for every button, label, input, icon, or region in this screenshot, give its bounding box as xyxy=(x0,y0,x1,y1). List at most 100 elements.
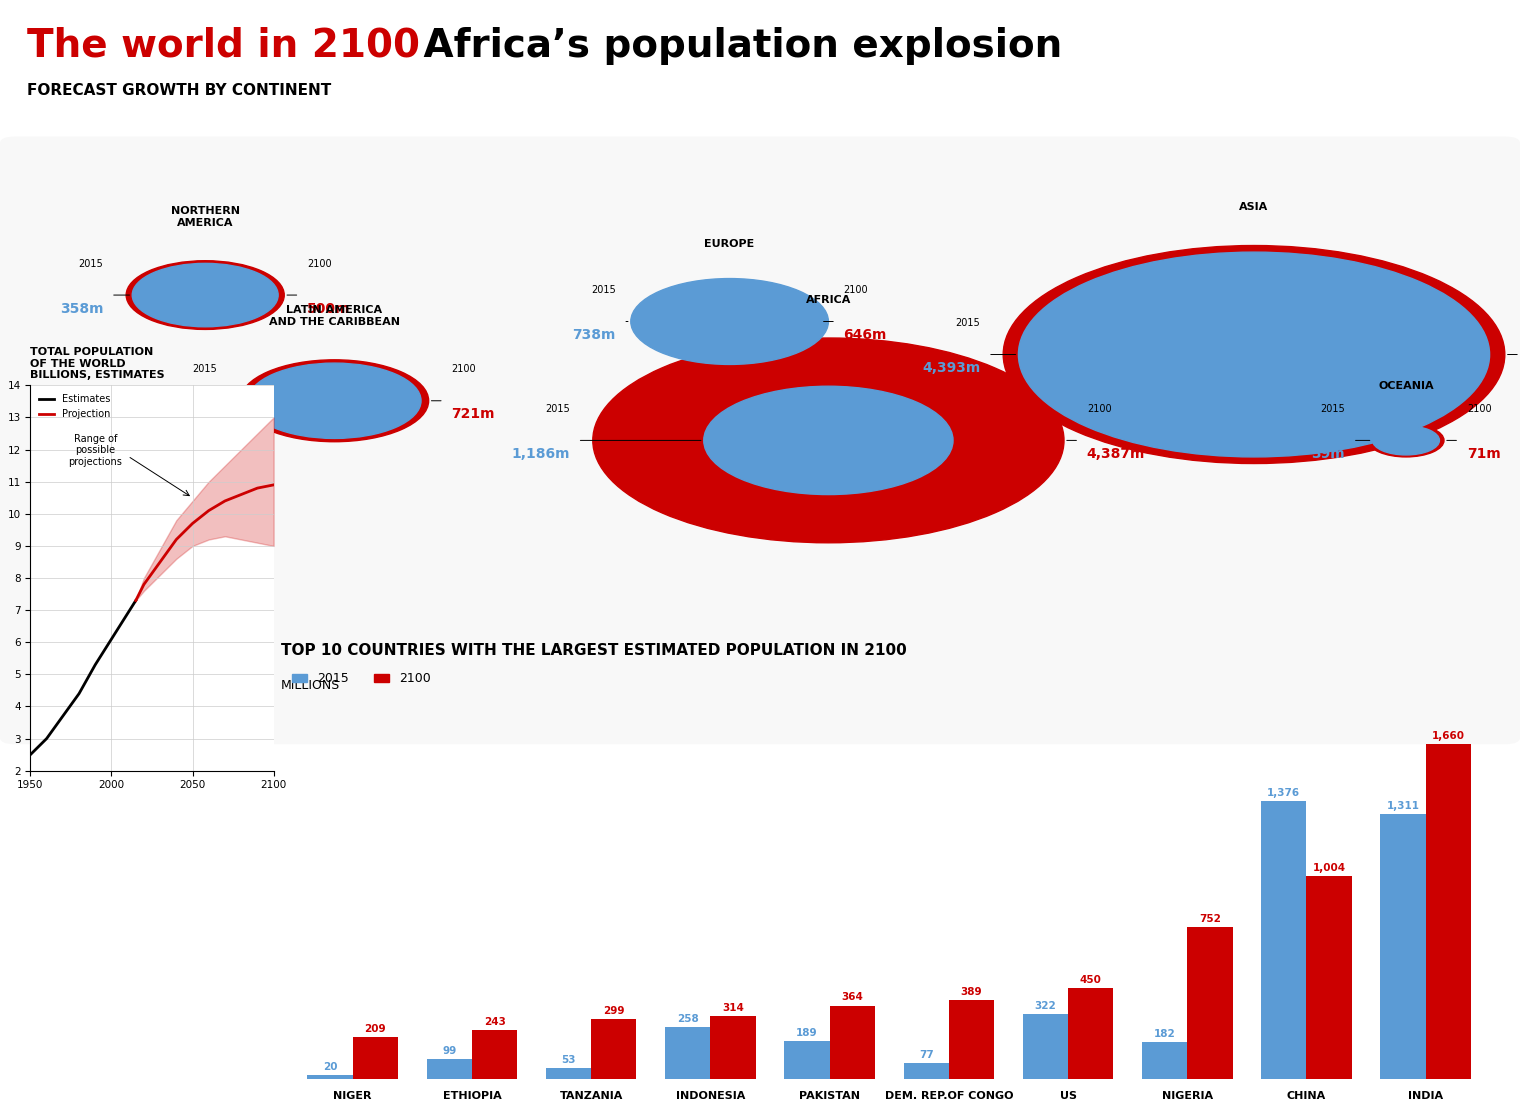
Text: 2015: 2015 xyxy=(1321,404,1345,414)
Text: OCEANIA: OCEANIA xyxy=(1379,381,1433,391)
Circle shape xyxy=(1018,252,1490,457)
Bar xyxy=(710,1015,755,1079)
Text: 1,186m: 1,186m xyxy=(512,447,570,461)
Text: 1,311: 1,311 xyxy=(1386,802,1420,811)
Circle shape xyxy=(248,363,421,438)
Text: 358m: 358m xyxy=(59,302,103,316)
Text: 2100: 2100 xyxy=(1467,404,1491,414)
Bar xyxy=(666,1027,710,1079)
Circle shape xyxy=(132,263,278,327)
Text: 1,004: 1,004 xyxy=(1313,863,1345,873)
Legend: Estimates, Projection: Estimates, Projection xyxy=(35,390,114,423)
Circle shape xyxy=(638,282,821,361)
Text: 4,393m: 4,393m xyxy=(923,361,980,375)
Bar xyxy=(948,1001,994,1079)
Text: Range of
possible
projections: Range of possible projections xyxy=(68,434,122,467)
Text: 299: 299 xyxy=(603,1005,625,1015)
Text: ETHIOPIA: ETHIOPIA xyxy=(442,1091,502,1101)
Text: 39m: 39m xyxy=(1312,447,1345,461)
Bar xyxy=(307,1075,353,1079)
Text: TANZANIA: TANZANIA xyxy=(559,1091,623,1101)
Text: DEM. REP.OF CONGO: DEM. REP.OF CONGO xyxy=(885,1091,1012,1101)
Text: 1,376: 1,376 xyxy=(1268,788,1301,798)
Text: 634m: 634m xyxy=(173,407,217,422)
Bar xyxy=(1262,802,1307,1079)
Text: 2015: 2015 xyxy=(591,285,616,295)
Text: 646m: 646m xyxy=(844,328,888,342)
Text: MILLIONS: MILLIONS xyxy=(281,679,340,693)
Bar xyxy=(471,1029,517,1079)
Text: NIGER: NIGER xyxy=(333,1091,372,1101)
Text: 389: 389 xyxy=(961,988,982,998)
Text: 71m: 71m xyxy=(1467,447,1500,461)
Legend: 2015, 2100: 2015, 2100 xyxy=(287,667,436,690)
Text: 450: 450 xyxy=(1079,975,1102,985)
Text: 2100: 2100 xyxy=(451,364,476,374)
Text: CHINA: CHINA xyxy=(1287,1091,1325,1101)
Text: 322: 322 xyxy=(1035,1001,1056,1011)
Text: 2100: 2100 xyxy=(307,259,331,269)
Bar xyxy=(784,1040,830,1079)
Circle shape xyxy=(1368,424,1444,457)
Text: PAKISTAN: PAKISTAN xyxy=(800,1091,860,1101)
Text: INDONESIA: INDONESIA xyxy=(676,1091,745,1101)
Text: NIGERIA: NIGERIA xyxy=(1161,1091,1213,1101)
Text: 209: 209 xyxy=(365,1024,386,1034)
Text: 364: 364 xyxy=(841,992,863,1003)
Text: 20: 20 xyxy=(322,1062,337,1072)
Text: LATIN AMERICA
AND THE CARIBBEAN: LATIN AMERICA AND THE CARIBBEAN xyxy=(269,305,400,327)
Circle shape xyxy=(126,261,284,329)
Bar xyxy=(1142,1043,1187,1079)
Text: 314: 314 xyxy=(722,1003,743,1013)
Text: 182: 182 xyxy=(1154,1029,1175,1039)
Bar xyxy=(1426,744,1471,1079)
Text: TOTAL POPULATION
OF THE WORLD
BILLIONS, ESTIMATES: TOTAL POPULATION OF THE WORLD BILLIONS, … xyxy=(30,347,166,381)
Text: 4,387m: 4,387m xyxy=(1087,447,1145,461)
Text: 738m: 738m xyxy=(572,328,616,342)
Circle shape xyxy=(593,338,1064,543)
Text: The world in 2100: The world in 2100 xyxy=(27,28,421,65)
Bar xyxy=(546,1068,591,1079)
Text: TOP 10 COUNTRIES WITH THE LARGEST ESTIMATED POPULATION IN 2100: TOP 10 COUNTRIES WITH THE LARGEST ESTIMA… xyxy=(281,643,907,658)
Text: 2015: 2015 xyxy=(193,364,217,374)
Bar xyxy=(1023,1014,1069,1079)
Text: 77: 77 xyxy=(918,1050,933,1060)
Text: AFRICA: AFRICA xyxy=(806,295,851,305)
Text: Africa’s population explosion: Africa’s population explosion xyxy=(410,28,1062,65)
Text: INDIA: INDIA xyxy=(1408,1091,1442,1101)
Text: 1,660: 1,660 xyxy=(1432,731,1465,741)
Bar xyxy=(1069,989,1113,1079)
Text: ASIA: ASIA xyxy=(1239,203,1269,212)
Circle shape xyxy=(704,386,953,494)
Circle shape xyxy=(1003,246,1505,464)
Text: 99: 99 xyxy=(442,1046,456,1056)
Bar xyxy=(591,1018,637,1079)
Text: 53: 53 xyxy=(561,1055,576,1066)
Text: 2015: 2015 xyxy=(546,404,570,414)
Text: 243: 243 xyxy=(483,1017,506,1027)
Bar xyxy=(1380,815,1426,1079)
Text: 500m: 500m xyxy=(307,302,351,316)
Text: 2015: 2015 xyxy=(79,259,103,269)
Text: 2100: 2100 xyxy=(1087,404,1111,414)
Text: FORECAST GROWTH BY CONTINENT: FORECAST GROWTH BY CONTINENT xyxy=(27,83,331,98)
Bar xyxy=(830,1005,876,1079)
Text: 189: 189 xyxy=(796,1028,818,1038)
Bar xyxy=(903,1064,948,1079)
Bar xyxy=(427,1059,471,1079)
Bar xyxy=(1307,876,1351,1079)
Text: 2015: 2015 xyxy=(956,318,980,328)
Circle shape xyxy=(1373,426,1439,455)
Text: EUROPE: EUROPE xyxy=(704,239,755,249)
FancyBboxPatch shape xyxy=(0,137,1520,744)
Circle shape xyxy=(240,360,429,442)
Text: US: US xyxy=(1059,1091,1076,1101)
Bar xyxy=(353,1037,398,1079)
Text: NORTHERN
AMERICA: NORTHERN AMERICA xyxy=(170,206,240,228)
Circle shape xyxy=(631,279,828,364)
Text: 258: 258 xyxy=(676,1014,699,1024)
Bar xyxy=(1187,927,1233,1079)
Text: 2100: 2100 xyxy=(844,285,868,295)
Text: 752: 752 xyxy=(1199,914,1221,924)
Text: 721m: 721m xyxy=(451,407,496,422)
